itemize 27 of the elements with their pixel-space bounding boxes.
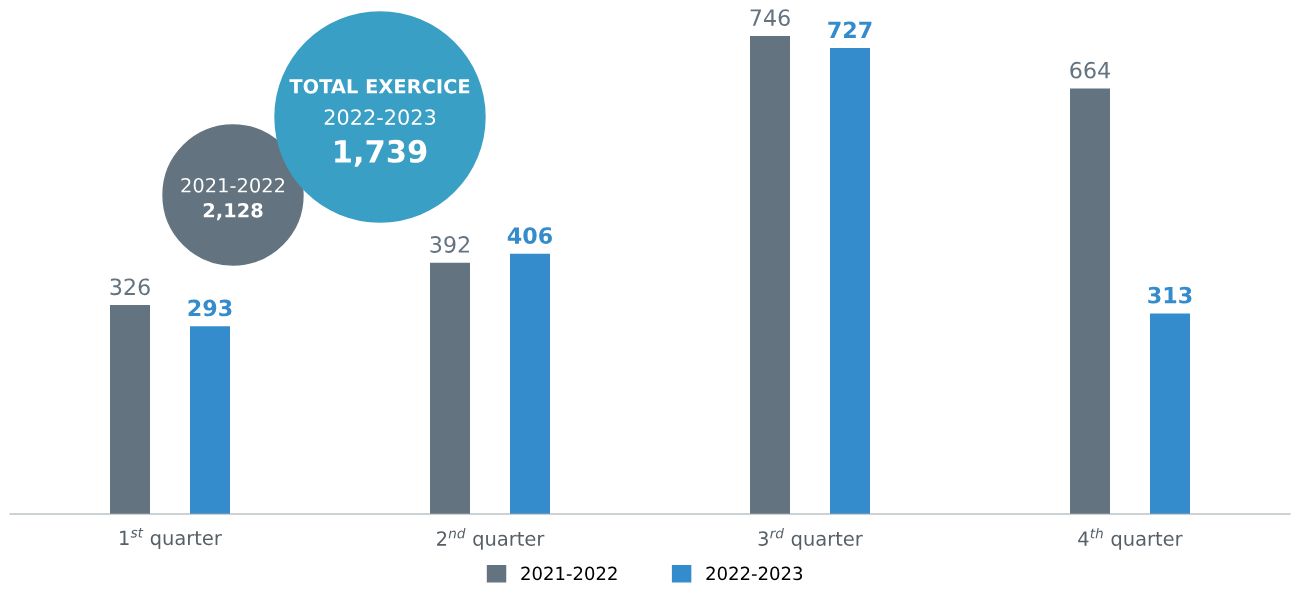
data-label: 406 bbox=[507, 227, 552, 244]
bar bbox=[190, 326, 230, 514]
bar bbox=[1150, 313, 1190, 514]
x-tick-label: 2$^{nd}$ quarter bbox=[437, 527, 545, 550]
data-label: 727 bbox=[828, 21, 872, 38]
data-label: 293 bbox=[188, 299, 232, 317]
x-tick-label: 4$^{th}$ quarter bbox=[1078, 527, 1183, 550]
data-label: 326 bbox=[110, 278, 150, 296]
bar bbox=[750, 35, 790, 514]
bar bbox=[430, 262, 470, 514]
data-label: 746 bbox=[750, 9, 790, 27]
legend-label: 2021-2022 bbox=[521, 566, 617, 581]
x-tick-label: 3$^{rd}$ quarter bbox=[758, 527, 863, 550]
bar bbox=[110, 305, 150, 514]
bar bbox=[830, 48, 870, 514]
legend-label: 2022-2023 bbox=[706, 566, 803, 581]
bar bbox=[1070, 88, 1110, 514]
annotation: TOTAL EXERCICE bbox=[289, 78, 470, 94]
data-label: 664 bbox=[1070, 61, 1110, 79]
x-tick-label: 1$^{st}$ quarter bbox=[120, 527, 222, 549]
data-label: 392 bbox=[430, 236, 469, 253]
annotation: 2022-2023 bbox=[324, 109, 436, 126]
data-label: 313 bbox=[1148, 286, 1192, 304]
annotation: 1,739 bbox=[335, 139, 427, 167]
annotation: 2021-2022 bbox=[181, 177, 285, 193]
bar bbox=[510, 253, 550, 514]
annotation: 2,128 bbox=[203, 202, 263, 221]
